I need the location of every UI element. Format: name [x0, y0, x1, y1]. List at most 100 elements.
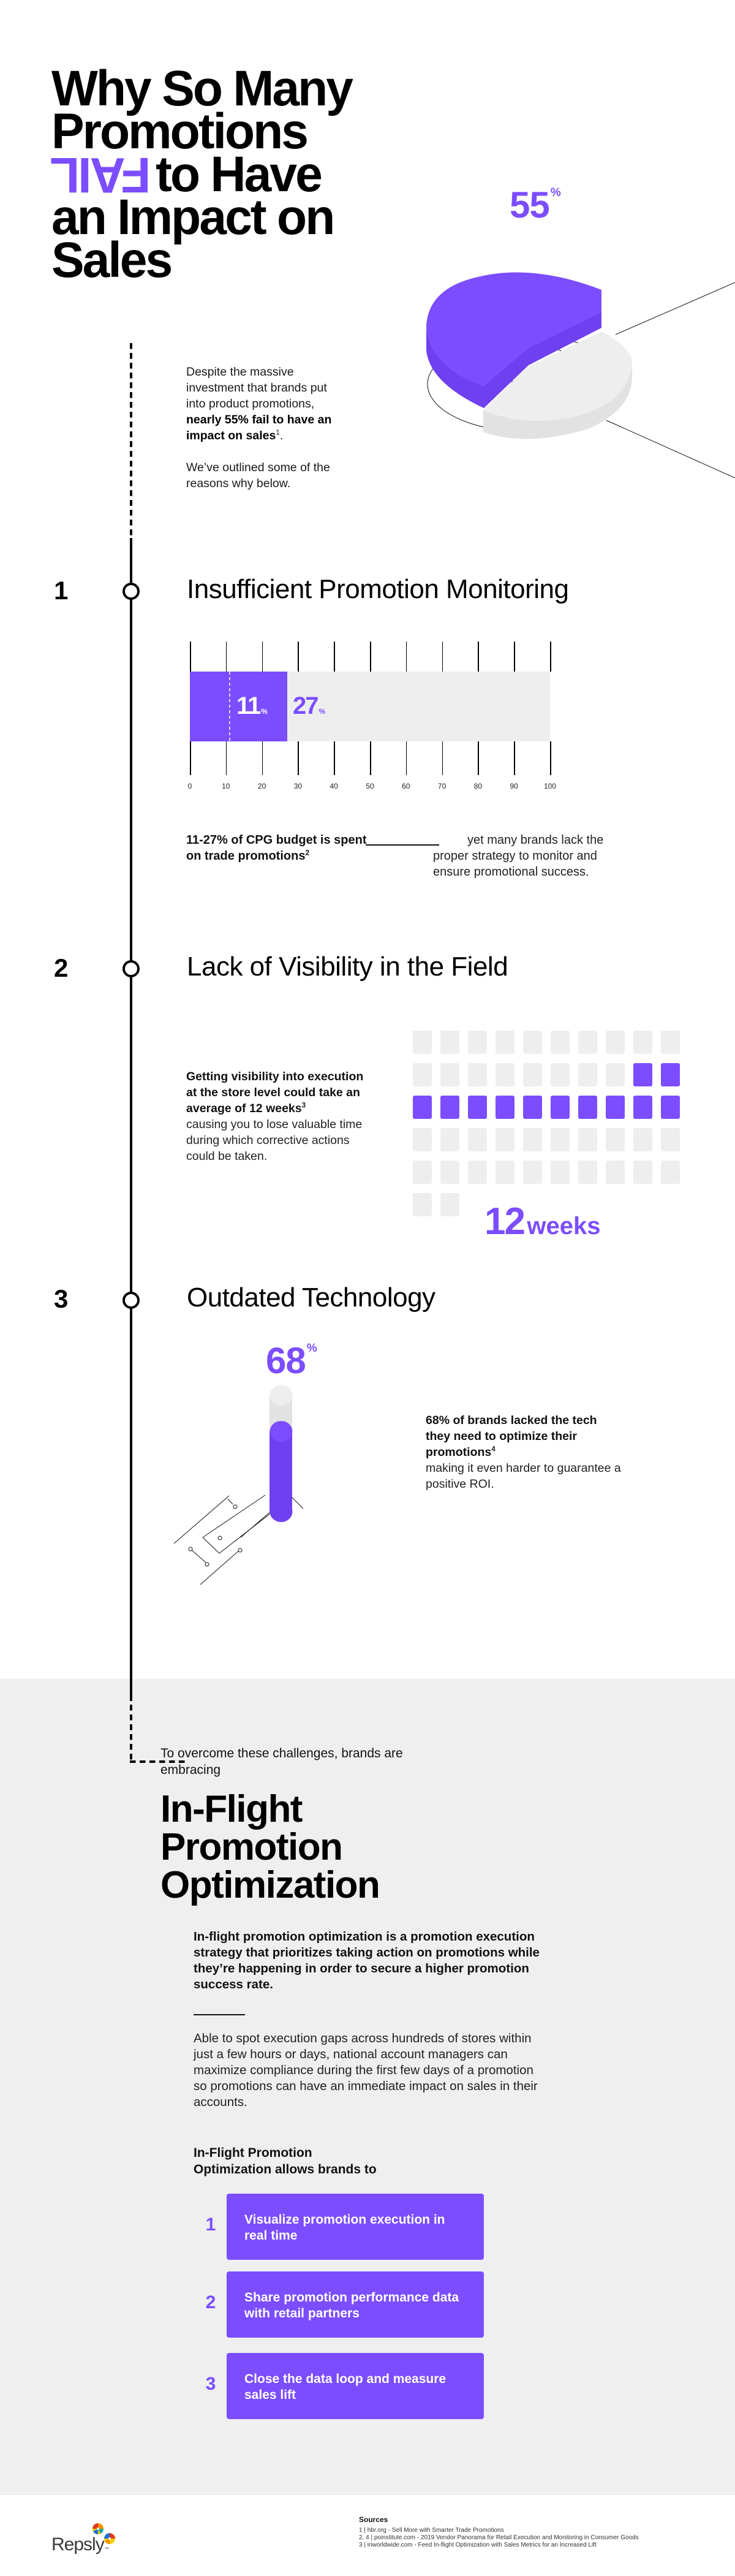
week-cell — [606, 1063, 625, 1086]
week-cell — [661, 1031, 680, 1054]
budget-stat: 11-27% of CPG budget is spent on trade p… — [186, 833, 367, 863]
solution-title: In-Flight Promotion Optimization — [160, 1788, 380, 1906]
source-item-3: 3 | iriworldwide.com - Feed In-flight Op… — [359, 2542, 597, 2548]
week-cell-highlighted — [578, 1096, 597, 1119]
axis-tick-label: 60 — [402, 782, 410, 790]
benefit-number-3: 3 — [205, 2374, 216, 2394]
week-cell — [551, 1161, 570, 1184]
week-cell — [496, 1031, 514, 1054]
week-cell — [606, 1161, 625, 1184]
week-cell — [578, 1031, 597, 1054]
title-line-3: FAILto Have — [51, 146, 323, 203]
week-cell — [523, 1063, 542, 1086]
solution-body: Able to spot execution gaps across hundr… — [194, 2031, 538, 2109]
budget-stat-followup: yet many brands lack the proper strategy… — [433, 833, 604, 879]
week-cell-highlighted — [440, 1096, 459, 1119]
gridline — [405, 642, 407, 672]
bar-label-high: 27% — [293, 692, 326, 719]
gridline — [514, 741, 515, 775]
footnote-ref-2: 2 — [305, 848, 310, 857]
source-item-2: 2, 4 | poinstitute.com - 2019 Vendor Pan… — [359, 2534, 639, 2541]
section-title-2: Lack of Visibility in the Field — [187, 952, 508, 982]
week-cell — [468, 1128, 487, 1151]
section-number-3: 3 — [54, 1284, 69, 1313]
week-cell — [551, 1031, 570, 1054]
axis-tick-label: 0 — [187, 782, 192, 790]
sources-heading: Sources — [359, 2515, 388, 2524]
timeline-node-2 — [123, 960, 140, 977]
week-cell — [606, 1128, 625, 1151]
benefit-number-2: 2 — [205, 2292, 216, 2313]
gridline — [225, 741, 227, 775]
benefit-card-3: Close the data loop and measure sales li… — [227, 2353, 484, 2419]
footnote-ref-3: 3 — [301, 1101, 306, 1110]
gridline — [442, 741, 443, 775]
pie-stat-label: 55% — [510, 184, 561, 225]
axis-tick-label: 70 — [437, 782, 447, 790]
weeks-stat: 12 weeks — [484, 1200, 601, 1243]
bar-fill-27 — [190, 672, 287, 741]
gridline — [370, 741, 371, 775]
week-cell-highlighted — [523, 1096, 542, 1119]
week-cell — [661, 1128, 680, 1151]
gridline — [298, 741, 299, 775]
week-cell — [413, 1063, 432, 1086]
gridline — [550, 642, 551, 672]
week-cell — [413, 1193, 432, 1216]
week-cell — [440, 1063, 459, 1086]
week-cell — [468, 1161, 487, 1184]
title-line-2: Promotions — [51, 104, 309, 159]
gridline — [334, 642, 335, 672]
page-title: Why So Many Promotions FAILto Have an Im… — [51, 64, 435, 288]
week-cell-highlighted — [496, 1096, 514, 1119]
gridline — [514, 642, 515, 672]
gridline — [334, 741, 335, 775]
section-number-1: 1 — [54, 576, 69, 605]
week-cell — [496, 1063, 514, 1086]
gridline — [405, 741, 407, 775]
timeline-dashed-segment — [130, 343, 132, 538]
bar-marker-11 — [229, 672, 230, 741]
gridline — [298, 642, 299, 672]
timeline-node-1 — [123, 583, 140, 600]
week-cell — [578, 1161, 597, 1184]
gridline — [262, 741, 263, 775]
repsly-logo: Repsly™ — [51, 2534, 109, 2555]
timeline-dashed-end-horizontal — [130, 1760, 185, 1763]
week-cell — [496, 1128, 514, 1151]
gridline — [262, 642, 263, 672]
axis-tick-label: 30 — [293, 782, 303, 790]
solution-definition: In-flight promotion optimization is a pr… — [194, 1930, 540, 1991]
axis-tick-label: 20 — [257, 782, 266, 790]
week-cell — [606, 1031, 625, 1054]
week-cell-highlighted — [551, 1096, 570, 1119]
timeline-line — [130, 538, 132, 1762]
week-cell — [578, 1063, 597, 1086]
connector-line — [366, 844, 439, 846]
week-cell — [440, 1193, 459, 1216]
week-cell-highlighted — [661, 1096, 680, 1119]
axis-tick-label: 50 — [366, 782, 374, 790]
title-line-5: Sales — [51, 232, 173, 288]
pie-chart-3d — [426, 272, 735, 479]
section-title-1: Insufficient Promotion Monitoring — [187, 574, 569, 604]
week-cell-highlighted — [633, 1096, 652, 1119]
gridline — [478, 642, 479, 672]
axis-tick-label: 10 — [222, 782, 230, 790]
week-cell — [551, 1128, 570, 1151]
week-cell — [523, 1031, 542, 1054]
week-cell — [496, 1161, 514, 1184]
week-cell — [633, 1128, 652, 1151]
week-cell — [551, 1063, 570, 1086]
cylinder-chart — [173, 1385, 304, 1585]
gridline — [442, 642, 443, 672]
week-cell — [661, 1161, 680, 1184]
section-number-2: 2 — [54, 953, 69, 982]
week-cell — [523, 1128, 542, 1151]
visibility-stat: Getting visibility into execution at the… — [186, 1070, 364, 1163]
gridline — [370, 642, 371, 672]
gridline — [478, 741, 479, 775]
footnote-ref-4: 4 — [491, 1445, 496, 1453]
axis-tick-label: 80 — [473, 782, 483, 790]
fail-word-inverted: FAIL — [51, 147, 151, 203]
